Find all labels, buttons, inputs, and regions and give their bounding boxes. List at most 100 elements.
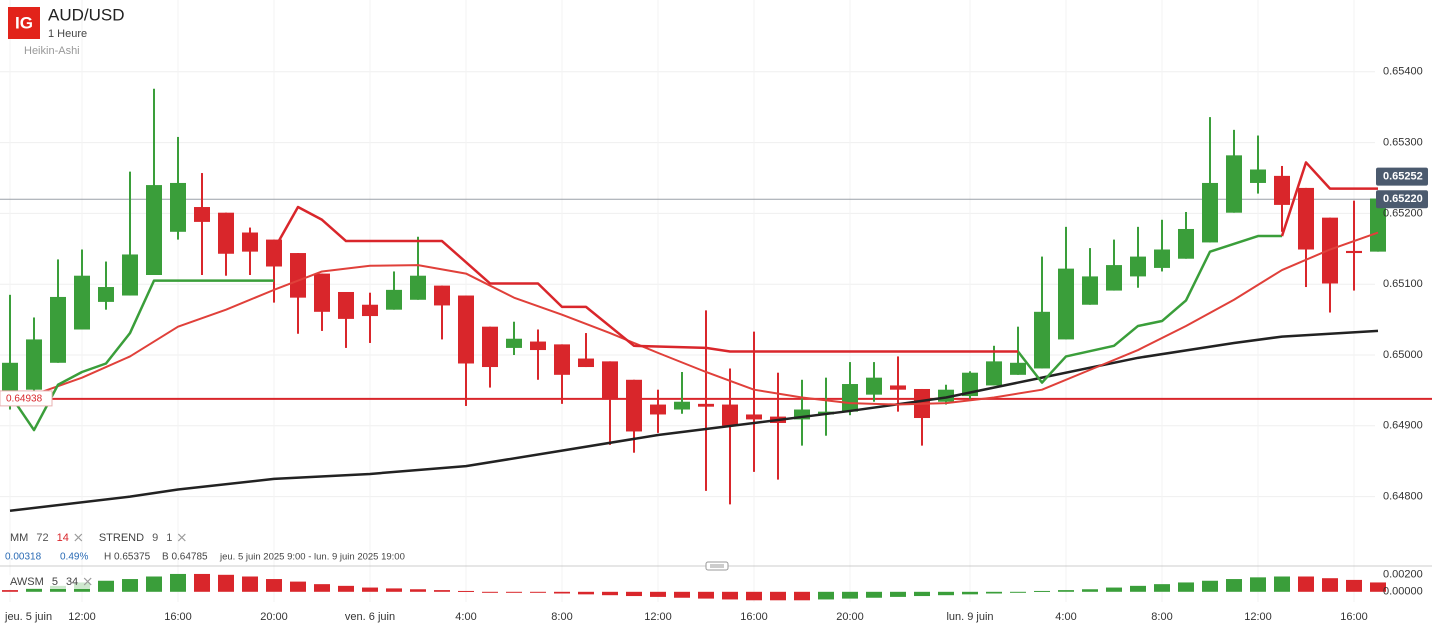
legend-close[interactable] [177,533,186,542]
x-tick-label: 8:00 [551,611,572,623]
candle-body [1346,250,1362,254]
candle-body [50,296,66,363]
oscillator-bar [530,591,546,593]
price-marker: 0.65252 [1383,170,1423,182]
candle-body [410,275,426,300]
candle-body [1202,182,1218,243]
candle-body [338,291,354,319]
oscillator-bar [770,591,786,601]
candle-body [146,185,162,275]
legend-close[interactable] [83,577,92,586]
candle-body [530,341,546,351]
x-tick-label: 8:00 [1151,611,1172,623]
oscillator-bar [2,590,18,592]
x-tick-label: 20:00 [260,611,288,623]
subtitle: 1 Heure [48,28,87,40]
oscillator-bar [650,591,666,597]
x-tick-label: 20:00 [836,611,864,623]
candle-body [362,304,378,317]
oscillator-bar [482,591,498,593]
candle-body [1010,362,1026,375]
candle-body [1058,268,1074,340]
x-tick-label: lun. 9 juin [946,611,993,623]
resize-handle[interactable] [705,561,729,571]
candle-body [722,404,738,426]
candle-body [218,212,234,254]
oscillator-bar [842,591,858,599]
candle-body [194,207,210,222]
level-label: 0.64938 [6,394,43,405]
x-tick-label: 16:00 [1340,611,1368,623]
oscillator-bar [1082,589,1098,592]
oscillator-bar [338,585,354,592]
indicator-line [272,161,1378,353]
y-tick-label: 0.64800 [1383,491,1423,503]
candle-body [386,289,402,310]
indicator-line [9,329,1379,513]
candle-body [506,338,522,348]
y-tick-label: 0.64900 [1383,420,1423,432]
candle-body [674,401,690,410]
price-marker-box [1376,167,1428,186]
candle-body [242,232,258,252]
oscillator-bar [434,590,450,592]
oscillator-bar [626,591,642,597]
oscillator-bar [1058,590,1074,592]
overlay: 0.64800 0.64900 0.65000 0.65100 0.65200 0.653… [0,66,1428,623]
legend-close[interactable] [74,533,83,542]
candle-body [1226,155,1242,213]
chart-title: AUD/USD [48,5,125,24]
candle-body [266,239,282,267]
candle-body [626,379,642,432]
oscillator-bar [818,591,834,600]
y-tick-label: 0.65200 [1383,207,1423,219]
candle-body [1298,187,1314,250]
price-marker: 0.65220 [1383,193,1423,205]
oscillator-bar [674,591,690,598]
y-tick-label: 0.00000 [1383,586,1423,598]
oscillator-bar [98,580,114,592]
x-tick-label: 12:00 [1244,611,1272,623]
legend-param: 34 [66,576,78,588]
logo-box [8,7,40,39]
candle-body [746,414,762,420]
candle-body [98,287,114,302]
plot [0,88,1432,601]
oscillator-bar [1322,578,1338,592]
oscillator-bar [266,579,282,592]
oscillator-bar [962,591,978,595]
legend-name: STREND [99,532,144,544]
legend-name: MM [10,532,28,544]
candle-body [986,361,1002,386]
x-tick-label: 16:00 [740,611,768,623]
oscillator-bar [194,573,210,592]
range: jeu. 5 juin 2025 9:00 - lun. 9 juin 2025… [219,552,405,563]
candle-body [650,404,666,415]
oscillator-bar [362,587,378,592]
candle-body [1274,175,1290,205]
change: 0.00318 [5,552,42,563]
candle-body [1154,249,1170,268]
candle-body [866,377,882,395]
candle-body [458,295,474,364]
oscillator-bar [578,591,594,595]
oscillator-bar [1034,590,1050,592]
oscillator-bar [26,588,42,592]
candle-body [170,182,186,232]
oscillator-bar [1250,577,1266,592]
oscillator-bar [698,591,714,599]
legend-param: 72 [36,532,48,544]
x-tick-label: jeu. 5 juin [4,611,52,623]
candle-body [2,362,18,398]
y-tick-label: 0.65100 [1383,278,1423,290]
oscillator-bar [506,591,522,593]
price-marker-box [1376,190,1428,209]
legend-param: 9 [152,532,158,544]
legend-param: 5 [52,576,58,588]
oscillator-bar [1010,591,1026,593]
high: H 0.65375 [104,552,151,563]
x-tick-label: 12:00 [68,611,96,623]
x-tick-label: 16:00 [164,611,192,623]
x-tick-label: 12:00 [644,611,672,623]
